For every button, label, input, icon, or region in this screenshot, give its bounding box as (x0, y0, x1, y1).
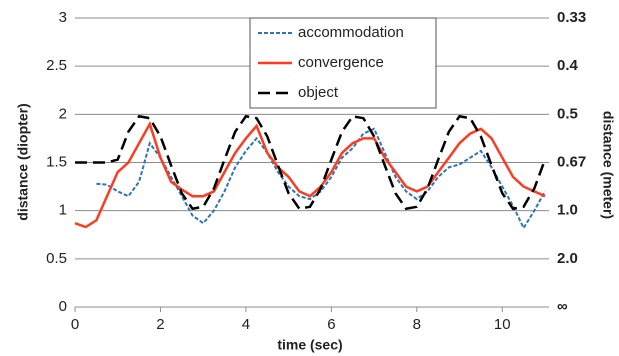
y2-tick-label: ∞ (557, 298, 568, 315)
y-tick-label: 2 (59, 105, 67, 122)
y-tick-label: 0.5 (46, 250, 67, 267)
y-tick-label: 1.5 (46, 153, 67, 170)
x-tick-label: 10 (494, 316, 511, 333)
y2-axis-title: distance (meter) (600, 111, 616, 219)
y-tick-label: 3 (59, 9, 67, 26)
legend-label: accommodation (298, 24, 404, 41)
y2-tick-label: 1.0 (557, 202, 578, 219)
series-line (96, 127, 546, 231)
x-tick-label: 4 (242, 316, 250, 333)
legend: accommodation convergence object (249, 17, 437, 109)
y2-tick-label: 0.33 (557, 9, 586, 26)
x-axis-title: time (sec) (277, 337, 342, 353)
y-tick-label: 1 (59, 202, 67, 219)
y-tick-label: 2.5 (46, 57, 67, 74)
x-tick-label: 6 (327, 316, 335, 333)
y-tick-label: 0 (59, 298, 67, 315)
x-tick-label: 2 (156, 316, 164, 333)
x-tick-label: 0 (71, 316, 79, 333)
y-axis-title: distance (diopter) (15, 103, 31, 220)
x-tick-label: 8 (413, 316, 421, 333)
series-line (74, 120, 546, 229)
legend-label: object (298, 84, 339, 101)
legend-label: convergence (298, 54, 384, 71)
series-line (75, 114, 547, 211)
y2-tick-label: 0.5 (557, 105, 578, 122)
y2-tick-label: 2.0 (557, 250, 578, 267)
y2-tick-label: 0.4 (557, 57, 579, 74)
y2-tick-label: 0.67 (557, 153, 586, 170)
